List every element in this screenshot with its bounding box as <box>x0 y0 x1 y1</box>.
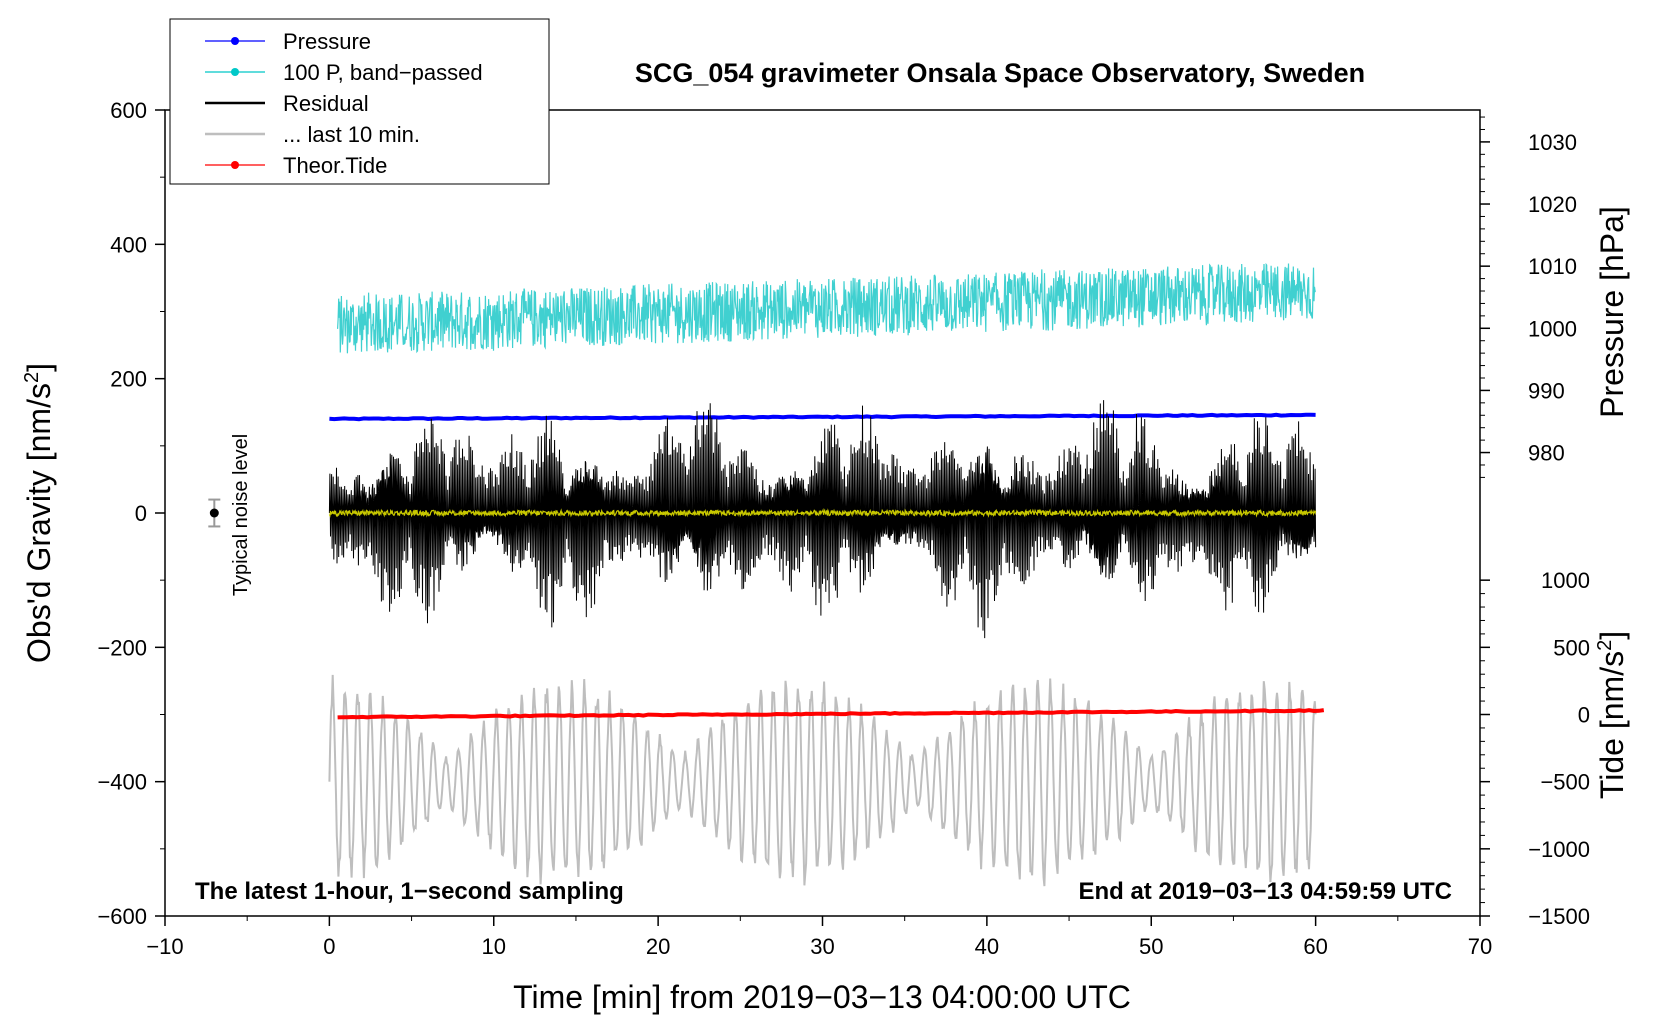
y-tick-label: 200 <box>110 367 147 392</box>
tide-tick-label: 500 <box>1553 635 1590 660</box>
y-axis-label-left-sup: 2 <box>21 372 43 383</box>
legend-marker <box>231 161 239 169</box>
tide-tick-label: −1500 <box>1528 904 1590 929</box>
y-axis-label-tide-sup: 2 <box>1594 640 1616 651</box>
legend-marker <box>231 37 239 45</box>
chart-title: SCG_054 gravimeter Onsala Space Observat… <box>635 58 1365 88</box>
y-axis-label-left-end: ] <box>21 363 57 372</box>
pressure-tick-label: 1020 <box>1528 192 1577 217</box>
y-axis-label-left-text: Obs'd Gravity [nm/s <box>21 383 57 663</box>
noise-level-label: Typical noise level <box>230 434 252 596</box>
axis-ticks: −10 0 10 20 30 40 50 60 70−600−400−2000200400600… <box>97 98 1590 959</box>
y-tick-label: −600 <box>97 904 147 929</box>
x-tick-label: 50 <box>1139 934 1163 959</box>
tide-tick-label: 0 <box>1578 703 1590 728</box>
series-line-last-10-min <box>328 674 1317 887</box>
pressure-tick-label: 980 <box>1528 441 1565 466</box>
x-tick-label: 60 <box>1303 934 1327 959</box>
x-tick-label: 30 <box>810 934 834 959</box>
y-tick-label: 600 <box>110 98 147 123</box>
y-axis-label-tide: Tide [nm/s2] <box>1594 631 1630 799</box>
x-axis-label: Time [min] from 2019−03−13 04:00:00 UTC <box>513 979 1131 1015</box>
legend-label: Residual <box>283 91 369 116</box>
pressure-tick-label: 1030 <box>1528 130 1577 155</box>
y-axis-label-pressure: Pressure [hPa] <box>1594 206 1630 418</box>
series-line-residual-mean <box>328 508 1317 518</box>
x-tick-label: 20 <box>646 934 670 959</box>
series-line-pressure <box>329 412 1316 422</box>
noise-point <box>209 508 219 518</box>
legend-label: ... last 10 min. <box>283 122 420 147</box>
legend-marker <box>231 68 239 76</box>
legend-label: 100 P, band−passed <box>283 60 483 85</box>
x-tick-label: 40 <box>975 934 999 959</box>
y-tick-label: −400 <box>97 770 147 795</box>
y-axis-label-tide-end: ] <box>1594 631 1630 640</box>
pressure-tick-label: 990 <box>1528 378 1565 403</box>
annotation-sampling: The latest 1-hour, 1−second sampling <box>195 878 624 905</box>
legend: Pressure 100 P, band−passed Residual ... la… <box>169 18 550 185</box>
x-tick-label: 0 <box>323 934 335 959</box>
series-line-residual <box>328 400 1317 639</box>
x-tick-label: 10 <box>482 934 506 959</box>
y-tick-label: −200 <box>97 635 147 660</box>
series-line-100-p-band-passed <box>337 262 1317 354</box>
legend-label: Pressure <box>283 29 371 54</box>
tide-tick-label: −1000 <box>1528 837 1590 862</box>
series-layer <box>328 262 1325 887</box>
y-tick-label: 0 <box>135 501 147 526</box>
y-axis-label-left: Obs'd Gravity [nm/s2] <box>21 363 57 663</box>
y-tick-label: 400 <box>110 232 147 257</box>
x-tick-label: −10 <box>146 934 183 959</box>
legend-label: Theor.Tide <box>283 153 387 178</box>
tide-tick-label: −500 <box>1540 770 1590 795</box>
series-line-theor-tide <box>337 708 1325 720</box>
annotation-end-time: End at 2019−03−13 04:59:59 UTC <box>1078 878 1452 905</box>
x-tick-label: 70 <box>1468 934 1492 959</box>
pressure-tick-label: 1000 <box>1528 316 1577 341</box>
noise-marker <box>208 498 221 528</box>
legend-box <box>169 18 550 185</box>
tide-tick-label: 1000 <box>1541 568 1590 593</box>
y-axis-label-tide-text: Tide [nm/s <box>1594 651 1630 799</box>
pressure-tick-label: 1010 <box>1528 254 1577 279</box>
